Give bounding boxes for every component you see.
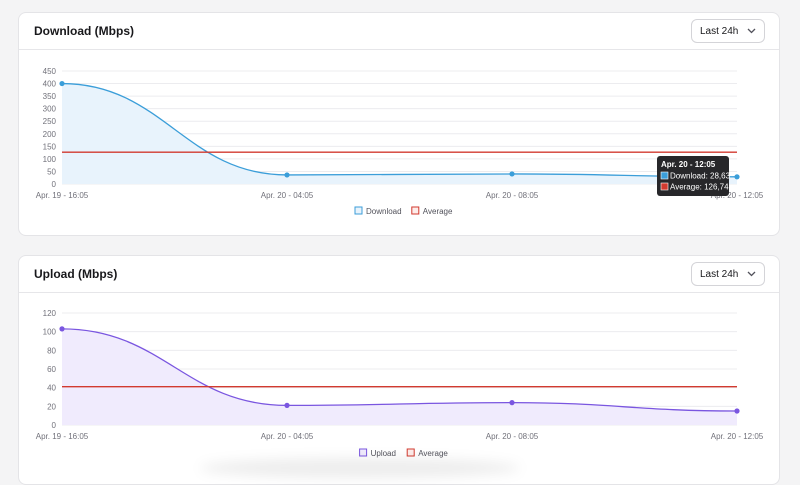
y-tick-label: 400 bbox=[43, 80, 57, 89]
download-area bbox=[62, 83, 737, 184]
y-tick-label: 20 bbox=[47, 402, 56, 411]
x-tick-label: Apr. 19 - 16:05 bbox=[36, 191, 89, 200]
upload-card: Upload (Mbps) Last 24h 0 20 40 60 80 100 120 Ap… bbox=[18, 255, 780, 485]
upload-range-select[interactable]: Last 24h bbox=[691, 262, 765, 286]
download-card-header: Download (Mbps) Last 24h bbox=[19, 13, 779, 50]
y-tick-label: 120 bbox=[43, 309, 57, 318]
download-line bbox=[61, 82, 738, 178]
y-tick-label: 450 bbox=[43, 67, 57, 76]
download-card: Download (Mbps) Last 24h 0 50 100 150 200 250… bbox=[18, 12, 780, 236]
legend-swatch-download bbox=[354, 206, 363, 215]
y-tick-label: 200 bbox=[43, 130, 57, 139]
legend-swatch-average bbox=[411, 206, 420, 215]
tooltip-line-average: Average: 126,74 bbox=[670, 183, 729, 192]
y-tick-label: 150 bbox=[43, 142, 57, 151]
drop-shadow bbox=[200, 458, 520, 478]
upload-point bbox=[59, 326, 65, 332]
y-tick-label: 0 bbox=[52, 421, 57, 430]
y-tick-label: 100 bbox=[43, 155, 57, 164]
x-tick-label: Apr. 20 - 12:05 bbox=[711, 432, 764, 441]
x-tick-label: Apr. 20 - 08:05 bbox=[486, 432, 539, 441]
upload-area bbox=[62, 328, 737, 425]
chart-legend: Upload Average bbox=[359, 448, 448, 458]
chevron-down-icon bbox=[747, 28, 756, 34]
upload-card-header: Upload (Mbps) Last 24h bbox=[19, 256, 779, 293]
tooltip-title: Apr. 20 - 12:05 bbox=[661, 160, 716, 169]
download-chart[interactable]: 0 50 100 150 200 250 300 350 400 450 Apr. 19 - 16:… bbox=[19, 13, 780, 236]
download-range-select[interactable]: Last 24h bbox=[691, 19, 765, 43]
legend-label-average: Average bbox=[418, 449, 448, 458]
y-tick-label: 250 bbox=[43, 117, 57, 126]
upload-point bbox=[284, 402, 290, 408]
y-tick-label: 0 bbox=[52, 180, 57, 189]
x-tick-label: Apr. 20 - 04:05 bbox=[261, 432, 314, 441]
download-range-label: Last 24h bbox=[700, 26, 739, 37]
upload-range-label: Last 24h bbox=[700, 269, 739, 280]
tooltip-swatch-average bbox=[660, 182, 669, 191]
y-tick-label: 100 bbox=[43, 328, 57, 337]
y-tick-label: 350 bbox=[43, 92, 57, 101]
upload-line bbox=[61, 328, 738, 412]
upload-chart[interactable]: 0 20 40 60 80 100 120 Apr. 19 - 16:05 Apr. 20 - … bbox=[19, 256, 780, 485]
x-tick-label: Apr. 19 - 16:05 bbox=[36, 432, 89, 441]
chart-legend: Download Average bbox=[354, 206, 453, 216]
tooltip-box bbox=[657, 156, 729, 196]
download-point bbox=[509, 171, 515, 177]
legend-label-download: Download bbox=[366, 207, 402, 216]
x-tick-label: Apr. 20 - 12:05 bbox=[711, 191, 764, 200]
download-point bbox=[59, 80, 65, 87]
tooltip-line-download: Download: 28,63 bbox=[670, 172, 731, 181]
y-tick-label: 50 bbox=[47, 167, 56, 176]
y-tick-label: 40 bbox=[47, 384, 56, 393]
upload-point bbox=[734, 408, 740, 414]
y-tick-label: 80 bbox=[47, 346, 56, 355]
chart-tooltip: Apr. 20 - 12:05 Download: 28,63 Average: 1… bbox=[657, 156, 731, 196]
chevron-down-icon bbox=[747, 271, 756, 277]
upload-point bbox=[509, 400, 515, 406]
download-point bbox=[734, 174, 740, 180]
x-tick-label: Apr. 20 - 08:05 bbox=[486, 191, 539, 200]
y-tick-label: 300 bbox=[43, 105, 57, 114]
legend-swatch-upload bbox=[359, 448, 368, 457]
legend-swatch-average bbox=[406, 448, 415, 457]
y-tick-label: 60 bbox=[47, 365, 56, 374]
download-card-title: Download (Mbps) bbox=[34, 24, 134, 38]
download-point bbox=[284, 172, 290, 178]
x-tick-label: Apr. 20 - 04:05 bbox=[261, 191, 314, 200]
legend-label-upload: Upload bbox=[371, 449, 396, 458]
tooltip-swatch-download bbox=[660, 171, 669, 180]
upload-card-title: Upload (Mbps) bbox=[34, 267, 118, 281]
legend-label-average: Average bbox=[423, 207, 453, 216]
